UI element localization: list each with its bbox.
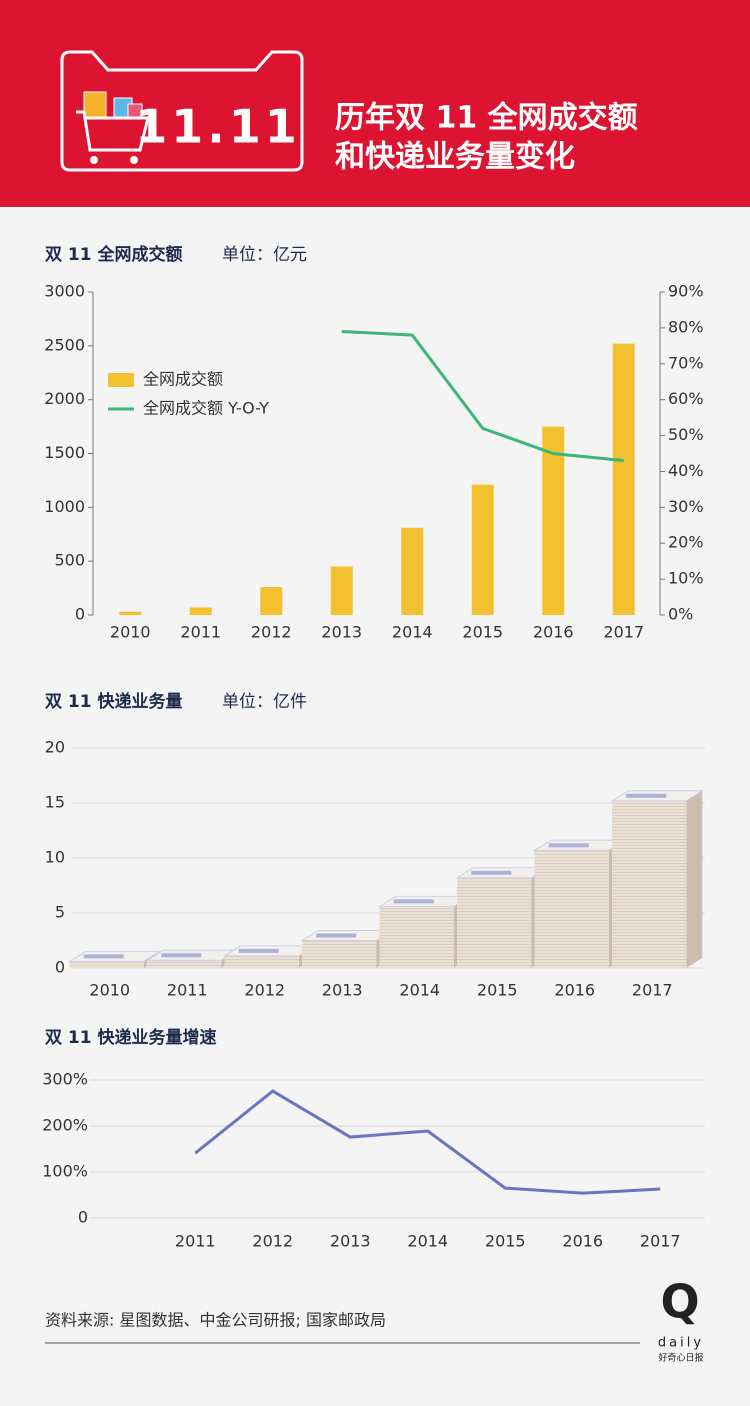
stack: [224, 955, 299, 969]
bar: [542, 426, 565, 615]
stack-top-paper: [238, 948, 279, 953]
y-tick-label: 50%: [668, 425, 704, 444]
y-tick-label: 0: [78, 1208, 88, 1227]
stack: [147, 960, 222, 969]
x-tick-label: 2016: [533, 623, 574, 642]
y-tick-label: 40%: [668, 461, 704, 480]
stack: [69, 961, 144, 969]
x-tick-label: 2015: [462, 623, 503, 642]
x-tick-label: 2016: [562, 1232, 603, 1251]
x-tick-label: 2017: [603, 623, 644, 642]
y-tick-label: 15: [45, 793, 65, 812]
line: [194, 1089, 661, 1195]
y-tick-label: 80%: [668, 317, 704, 336]
y-tick-label: 10: [45, 848, 65, 867]
x-tick-label: 2013: [322, 981, 363, 1000]
bar: [330, 566, 353, 615]
stack-top-paper: [471, 870, 512, 875]
y-tick-label: 100%: [42, 1162, 88, 1181]
brand-cn: 好奇心日报: [658, 1352, 703, 1364]
cart-icon: [76, 91, 150, 164]
y-tick-label: 0: [55, 958, 65, 977]
stack-top-paper: [161, 953, 202, 958]
x-tick-label: 2016: [554, 981, 595, 1000]
legend-swatch: [108, 373, 134, 387]
stack: [612, 800, 687, 969]
stack-top-paper: [83, 954, 124, 959]
page-title: 和快递业务量变化: [335, 140, 575, 175]
x-tick-label: 2011: [167, 981, 208, 1000]
y-tick-label: 300%: [42, 1070, 88, 1089]
x-tick-label: 2017: [632, 981, 673, 1000]
bar: [471, 484, 494, 615]
y-tick-label: 20: [45, 738, 65, 757]
unit-label: 单位：亿元: [222, 245, 307, 265]
bar: [260, 587, 283, 615]
y-tick-label: 2500: [44, 335, 85, 354]
y-tick-label: 1000: [44, 497, 85, 516]
legend-label: 全网成交额 Y-O-Y: [143, 399, 269, 418]
y-tick-label: 70%: [668, 353, 704, 372]
unit-label: 单位：亿件: [222, 692, 307, 712]
x-tick-label: 2014: [392, 623, 433, 642]
stack: [379, 906, 454, 969]
bar: [119, 611, 142, 615]
x-tick-label: 2014: [407, 1232, 448, 1251]
stack-top-paper: [393, 899, 434, 904]
stack-top-paper: [316, 933, 357, 938]
logo-frame: [60, 50, 304, 172]
logo-text: 11.11: [135, 100, 301, 154]
y-tick-label: 200%: [42, 1116, 88, 1135]
y-tick-label: 3000: [44, 282, 85, 301]
x-tick-label: 2013: [321, 623, 362, 642]
y-tick-label: 1500: [44, 443, 85, 462]
brand-sub: daily: [658, 1336, 704, 1351]
x-tick-label: 2014: [399, 981, 440, 1000]
x-tick-label: 2012: [251, 623, 292, 642]
chart-title: 双 11 快递业务量增速: [45, 1027, 217, 1048]
bar: [401, 527, 424, 615]
stack: [534, 850, 609, 969]
y-tick-label: 0: [75, 605, 85, 624]
source-note: 资料来源: 星图数据、中金公司研报; 国家邮政局: [45, 1311, 386, 1330]
y-tick-label: 500: [54, 551, 85, 570]
stack-side: [686, 790, 703, 968]
y-tick-label: 20%: [668, 533, 704, 552]
bar: [612, 343, 635, 615]
x-tick-label: 2017: [640, 1232, 681, 1251]
legend-label: 全网成交额: [143, 370, 223, 389]
line: [341, 329, 624, 463]
x-tick-label: 2012: [244, 981, 285, 1000]
chart-title: 双 11 快递业务量: [45, 691, 183, 712]
stack: [457, 877, 532, 969]
x-tick-label: 2010: [89, 981, 130, 1000]
x-tick-label: 2015: [477, 981, 518, 1000]
y-tick-label: 90%: [668, 282, 704, 301]
stack-top-paper: [626, 793, 667, 798]
x-tick-label: 2011: [175, 1232, 216, 1251]
chart-title: 双 11 全网成交额: [45, 244, 183, 265]
x-tick-label: 2010: [110, 623, 151, 642]
y-tick-label: 10%: [668, 569, 704, 588]
bar: [189, 607, 212, 615]
page-title: 历年双 11 全网成交额: [335, 101, 638, 136]
x-tick-label: 2013: [330, 1232, 371, 1251]
y-tick-label: 30%: [668, 497, 704, 516]
stack: [302, 940, 377, 969]
brand-logo: Q: [660, 1275, 699, 1329]
y-tick-label: 60%: [668, 389, 704, 408]
stack-top-paper: [548, 843, 589, 848]
x-tick-label: 2015: [485, 1232, 526, 1251]
y-tick-label: 0%: [668, 605, 693, 624]
y-tick-label: 2000: [44, 389, 85, 408]
x-tick-label: 2011: [180, 623, 221, 642]
x-tick-label: 2012: [252, 1232, 293, 1251]
y-tick-label: 5: [55, 903, 65, 922]
